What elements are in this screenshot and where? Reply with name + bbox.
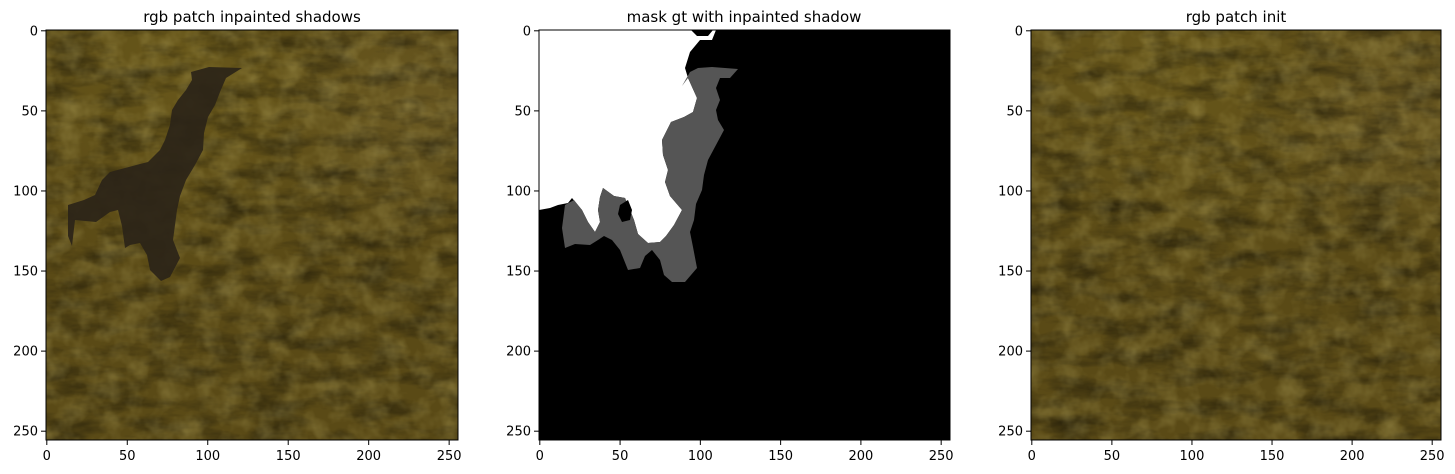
y-tick-label: 250 xyxy=(13,425,38,440)
y-tick-label: 100 xyxy=(506,184,531,199)
x-tick-label: 250 xyxy=(929,449,954,464)
y-tick-label: 250 xyxy=(998,425,1023,440)
x-tick-label: 250 xyxy=(1420,449,1445,464)
inpainted-shadow-region xyxy=(68,67,242,281)
y-tick-label: 50 xyxy=(514,104,531,119)
y-tick-label: 100 xyxy=(13,184,38,199)
y-tick-label: 150 xyxy=(998,265,1023,280)
panel-title: rgb patch inpainted shadows xyxy=(143,8,361,26)
x-axis: 0 50 100 150 200 250 xyxy=(536,440,954,464)
y-tick-label: 250 xyxy=(506,425,531,440)
y-tick-label: 50 xyxy=(21,104,38,119)
panel-rgb-inpainted: rgb patch inpainted shadows 0 50 100 150 200… xyxy=(13,8,461,464)
x-axis: 0 50 100 150 200 250 xyxy=(1028,440,1445,464)
y-tick-label: 150 xyxy=(13,265,38,280)
mask-black-hole xyxy=(618,200,632,222)
x-axis: 0 50 100 150 200 250 xyxy=(43,440,462,464)
mask-gray-region xyxy=(562,67,738,282)
y-axis: 0 50 100 150 200 250 xyxy=(13,24,46,440)
image-rgb-init xyxy=(1031,30,1441,440)
x-tick-label: 200 xyxy=(356,449,381,464)
y-tick-label: 200 xyxy=(998,345,1023,360)
x-tick-label: 200 xyxy=(848,449,873,464)
y-tick-label: 0 xyxy=(30,24,38,39)
mask-white-region xyxy=(539,30,716,243)
y-tick-label: 0 xyxy=(523,24,531,39)
x-tick-label: 100 xyxy=(688,449,713,464)
y-tick-label: 50 xyxy=(1006,104,1023,119)
y-tick-label: 150 xyxy=(506,265,531,280)
panel-title: mask gt with inpainted shadow xyxy=(627,8,862,26)
x-tick-label: 150 xyxy=(1260,449,1285,464)
panel-title: rgb patch init xyxy=(1186,8,1287,26)
x-tick-label: 50 xyxy=(119,449,136,464)
x-tick-label: 0 xyxy=(43,449,51,464)
x-tick-label: 0 xyxy=(536,449,544,464)
image-mask xyxy=(539,30,950,440)
x-tick-label: 100 xyxy=(1180,449,1205,464)
y-axis: 0 50 100 150 200 250 xyxy=(998,24,1031,440)
x-tick-label: 200 xyxy=(1340,449,1365,464)
x-tick-label: 0 xyxy=(1028,449,1036,464)
panel-mask: mask gt with inpainted shadow 0 50 100 150 2… xyxy=(506,8,953,464)
x-tick-label: 250 xyxy=(437,449,462,464)
x-tick-label: 150 xyxy=(276,449,301,464)
x-tick-label: 100 xyxy=(195,449,220,464)
x-tick-label: 50 xyxy=(612,449,629,464)
y-tick-label: 200 xyxy=(13,345,38,360)
y-tick-label: 100 xyxy=(998,184,1023,199)
y-tick-label: 200 xyxy=(506,345,531,360)
x-tick-label: 150 xyxy=(768,449,793,464)
image-rgb-inpainted xyxy=(46,30,458,440)
panel-rgb-init: rgb patch init 0 50 100 150 200 250 0 50 100 150… xyxy=(998,8,1444,464)
x-tick-label: 50 xyxy=(1104,449,1121,464)
y-tick-label: 0 xyxy=(1015,24,1023,39)
y-axis: 0 50 100 150 200 250 xyxy=(506,24,539,440)
